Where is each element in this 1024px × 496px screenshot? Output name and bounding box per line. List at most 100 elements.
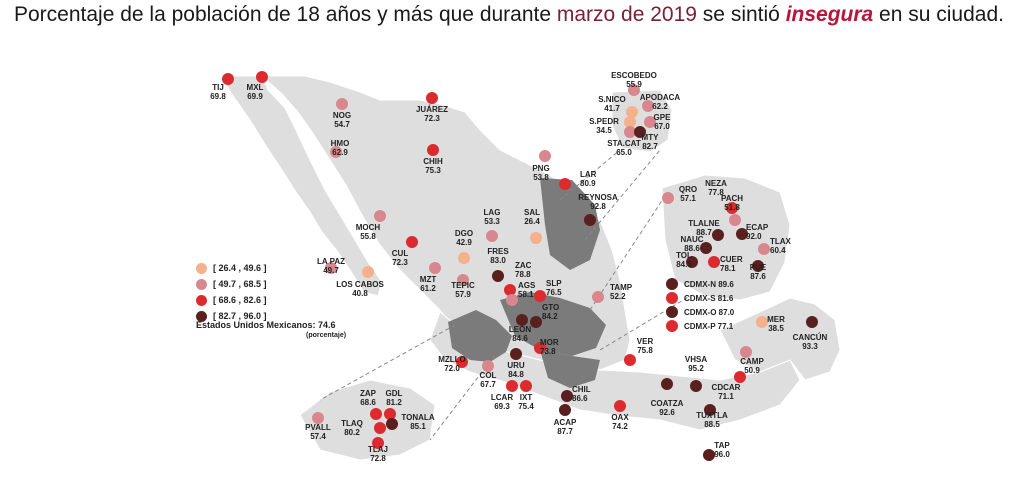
- city-value: 34.5: [596, 126, 612, 135]
- city-marker: [530, 232, 542, 244]
- city-marker: [456, 356, 468, 368]
- city-value: 50.9: [744, 366, 760, 375]
- city-name: PACH: [721, 194, 743, 203]
- city-name: CHIL: [572, 385, 591, 394]
- city-marker: [384, 408, 396, 420]
- city-value: 88.6: [684, 244, 700, 253]
- city-cdmx-p: CDMX-P 77.1: [666, 320, 734, 332]
- city-value: 65.0: [616, 148, 632, 157]
- city-marker: [539, 150, 551, 162]
- city-marker: [628, 84, 640, 96]
- city-value: 60.4: [770, 246, 786, 255]
- city-value: 49.7: [323, 266, 339, 275]
- city-markers: TIJ69.8MXL69.9NOG54.7JUÁREZ72.3HMO62.9CH…: [210, 71, 828, 463]
- city-marker: [330, 146, 342, 158]
- national-unit: (porcentaje): [306, 332, 347, 339]
- city-marker: [729, 214, 741, 226]
- city-value: 75.8: [637, 346, 653, 355]
- city-name: IXT: [520, 393, 533, 402]
- city-marker: [756, 316, 768, 328]
- national-value: Estados Unidos Mexicanos: 74.6 (porcenta…: [196, 320, 346, 339]
- city-marker: [666, 292, 678, 304]
- city-marker: [426, 92, 438, 104]
- city-name: CDMX-P 77.1: [684, 322, 734, 331]
- city-name: DGO: [455, 229, 473, 238]
- city-marker: [534, 290, 546, 302]
- city-name: ZAC: [515, 261, 532, 270]
- city-name: TAMP: [610, 283, 633, 292]
- city-marker: [666, 306, 678, 318]
- city-marker: [644, 116, 656, 128]
- city-marker: [666, 320, 678, 332]
- city-marker: [726, 202, 738, 214]
- city-marker: [614, 400, 626, 412]
- city-marker: [406, 236, 418, 248]
- city-marker: [642, 100, 654, 112]
- highlight-jalisco: [448, 310, 512, 362]
- city-name: CUL: [392, 249, 409, 258]
- city-name: MER: [767, 315, 785, 324]
- city-marker: [740, 346, 752, 358]
- city-marker: [530, 316, 542, 328]
- city-marker: [624, 354, 636, 366]
- city-name: SAL: [524, 208, 540, 217]
- city-marker: [325, 262, 337, 274]
- city-value: 88.5: [704, 420, 720, 429]
- city-name: VER: [637, 337, 654, 346]
- legend-swatch: [196, 262, 207, 274]
- city-name: LA PAZ: [317, 257, 345, 266]
- city-value: 84.5: [676, 260, 692, 269]
- city-name: TIJ: [212, 83, 224, 92]
- city-name: S.PEDR: [589, 117, 619, 126]
- connector-cdmx-2: [599, 295, 691, 351]
- city-name: TAP: [714, 441, 730, 450]
- city-marker: [661, 378, 673, 390]
- city-value: 72.0: [444, 364, 460, 373]
- legend-swatch: [196, 294, 207, 306]
- city-marker: [703, 449, 715, 461]
- city-marker: [506, 294, 518, 306]
- city-name: JUÁREZ: [416, 105, 448, 114]
- city-marker: [700, 242, 712, 254]
- city-value: 95.2: [688, 364, 704, 373]
- city-value: 84.8: [508, 370, 524, 379]
- city-name: TUXTLA: [696, 411, 728, 420]
- city-name: REYNOSA: [578, 193, 618, 202]
- legend-item: [ 26.4 , 49.6 ]: [196, 260, 267, 276]
- title-text-3: en su ciudad.: [873, 3, 1004, 26]
- city-name: PUE: [750, 263, 767, 272]
- city-name: MOR: [540, 338, 559, 347]
- city-name: NAUC: [680, 235, 703, 244]
- city-name: CAMP: [740, 357, 764, 366]
- city-value: 38.5: [768, 324, 784, 333]
- city-name: FRES: [487, 247, 509, 256]
- city-name: CHIH: [423, 157, 443, 166]
- city-value: 78.1: [720, 264, 736, 273]
- city-cdmx-o: CDMX-O 87.0: [666, 306, 735, 318]
- city-value: 83.0: [490, 256, 506, 265]
- city-name: MXL: [247, 83, 264, 92]
- city-value: 41.7: [604, 104, 620, 113]
- city-marker: [222, 73, 234, 85]
- city-marker: [584, 214, 596, 226]
